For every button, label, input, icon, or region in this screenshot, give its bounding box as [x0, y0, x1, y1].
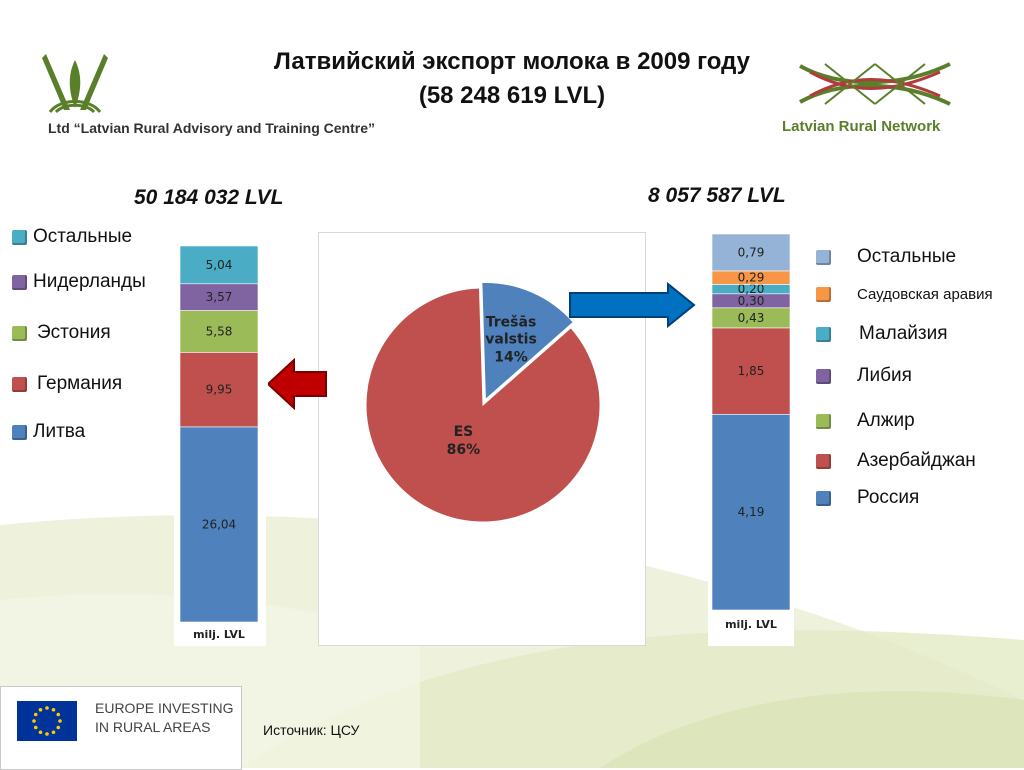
eu-logo-box: EUROPE INVESTING IN RURAL AREAS [0, 686, 242, 770]
left-arrow-icon [268, 358, 327, 410]
legend-label: Либия [857, 365, 912, 386]
bar-segment-label: 9,95 [206, 383, 233, 397]
source-note: Источник: ЦСУ [263, 722, 360, 738]
pie-slice-label: ES 86% [447, 424, 481, 458]
eu-star-icon [45, 706, 49, 710]
legend-label: Россия [857, 487, 920, 508]
right-legend-item-azerbaijan: Азербайджан [816, 450, 976, 472]
legend-swatch [816, 287, 831, 302]
eu-star-icon [38, 730, 43, 735]
bar-segment [179, 283, 259, 311]
legend-swatch [816, 326, 831, 342]
eu-star-icon [33, 712, 38, 717]
pie-chart: Trešās valstis 14% ES 86% [365, 282, 601, 523]
legend-label: Остальные [857, 246, 957, 267]
pie-slice-label: Trešās valstis 14% [485, 314, 537, 365]
right-legend-item-libya: Либия [816, 365, 912, 387]
legend-label: Саудовская аравия [857, 286, 993, 303]
bar-segment [179, 352, 259, 428]
right-legend-item-malaysia: Малайзия [816, 323, 948, 345]
eu-star-icon [51, 707, 56, 712]
legend-swatch [12, 325, 27, 341]
eu-star-icon [38, 707, 43, 712]
eu-text-line-1: EUROPE INVESTING [95, 700, 234, 716]
bar-segment-label: 26,04 [202, 517, 236, 531]
legend-swatch [816, 490, 831, 506]
lratc-logo-text: Ltd “Latvian Rural Advisory and Training… [48, 120, 375, 136]
lrn-logo: Latvian Rural Network [780, 58, 980, 138]
bar-segment-label: 5,04 [206, 258, 233, 272]
unit-label: milj. LVL [725, 618, 777, 631]
bar-segment [179, 245, 259, 285]
lrn-emblem-icon [799, 62, 951, 106]
right-total: 8 057 587 LVL [648, 184, 786, 207]
left-legend-item-others: Остальные [12, 226, 132, 248]
legend-swatch [816, 249, 831, 265]
bar-segment-label: 1,85 [738, 364, 765, 378]
right-legend-item-algeria: Алжир [816, 410, 915, 432]
bar-segment [711, 233, 791, 272]
right-legend-item-russia: Россия [816, 487, 919, 509]
legend-swatch [12, 424, 27, 440]
bar-segment-label: 0,43 [738, 311, 765, 325]
eu-text-line-2: IN RURAL AREAS [95, 719, 211, 735]
right-legend-item-others: Остальные [816, 246, 956, 268]
legend-label: Эстония [37, 322, 111, 343]
legend-swatch [12, 229, 27, 245]
eu-star-icon [32, 719, 36, 723]
unit-label: milj. LVL [193, 628, 245, 641]
bar-segment-label: 0,20 [738, 282, 765, 296]
bar-segment-label: 0,79 [738, 245, 765, 259]
eu-star-icon [33, 725, 38, 730]
bar-segment-label: 0,29 [738, 271, 765, 285]
left-legend-item-germany: Германия [12, 373, 122, 395]
legend-swatch [12, 376, 27, 392]
bar-segment [179, 310, 259, 353]
legend-label: Азербайджан [857, 450, 976, 471]
left-legend-item-netherlands: Нидерланды [12, 271, 146, 293]
eu-star-icon [56, 712, 61, 717]
left-legend-item-estonia: Эстония [12, 322, 111, 344]
bar-segment [179, 426, 259, 623]
bar-segment-label: 0,30 [738, 294, 765, 308]
eu-star-icon [45, 732, 49, 736]
left-bar-panel: 26,04 9,95 5,58 3,57 5,04 milj. LVL [174, 236, 266, 646]
lrn-logo-text: Latvian Rural Network [782, 118, 941, 135]
eu-star-icon [56, 725, 61, 730]
eu-flag-icon [17, 701, 77, 741]
lratc-emblem-icon [42, 54, 108, 114]
legend-swatch [816, 453, 831, 469]
left-legend-item-lithuania: Литва [12, 421, 85, 443]
legend-label: Остальные [33, 226, 133, 247]
right-legend-item-saudi-arabia: Саудовская аравия [816, 286, 993, 303]
left-total: 50 184 032 LVL [134, 186, 284, 209]
legend-label: Нидерланды [33, 271, 146, 292]
bar-segment [711, 327, 791, 415]
left-stacked-bar-chart: 26,04 9,95 5,58 3,57 5,04 milj. LVL [179, 245, 259, 641]
bar-segment-label: 4,19 [738, 505, 765, 519]
pie-slice [365, 287, 601, 523]
eu-star-icon [51, 730, 56, 735]
eu-star-icon [58, 719, 62, 723]
legend-label: Литва [33, 421, 86, 442]
legend-label: Малайзия [859, 323, 948, 344]
lratc-logo: Ltd “Latvian Rural Advisory and Training… [40, 50, 420, 145]
legend-label: Алжир [857, 410, 915, 431]
legend-swatch [816, 368, 831, 384]
title-line-1: Латвийский экспорт молока в 2009 году [273, 48, 751, 75]
pie-slice [481, 282, 574, 401]
legend-swatch [12, 274, 27, 290]
bar-segment-label: 5,58 [206, 324, 233, 338]
bar-segment-label: 3,57 [206, 290, 233, 304]
legend-label: Германия [37, 373, 123, 394]
legend-swatch [816, 413, 831, 429]
bar-segment [711, 413, 791, 611]
title-line-2: (58 248 619 LVL) [418, 82, 606, 109]
right-stacked-bar-chart: 4,19 1,85 0,43 0,300,200,29 0,79 milj. LVL [711, 233, 791, 631]
eu-text: EUROPE INVESTING IN RURAL AREAS [95, 699, 233, 737]
right-arrow-icon [569, 282, 696, 328]
right-bar-panel: 4,19 1,85 0,43 0,30 0,20 0,29 0,79 milj. LVL [708, 232, 794, 646]
